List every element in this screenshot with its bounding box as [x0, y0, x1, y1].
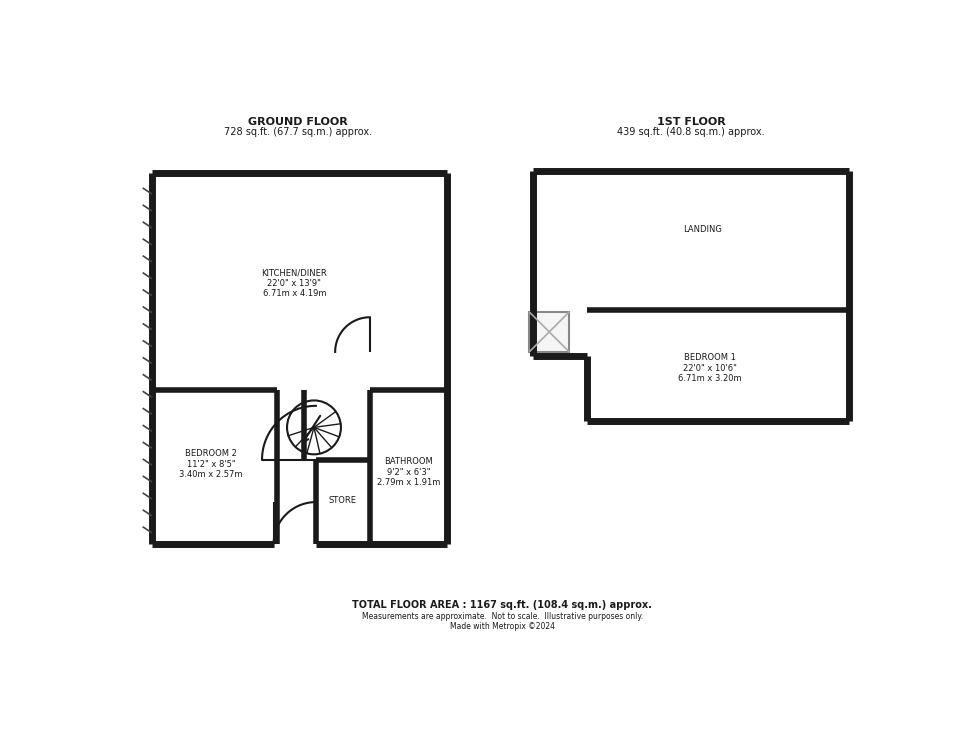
Text: Made with Metropix ©2024: Made with Metropix ©2024 — [450, 622, 555, 631]
Text: BEDROOM 1
22'0" x 10'6"
6.71m x 3.20m: BEDROOM 1 22'0" x 10'6" 6.71m x 3.20m — [678, 353, 742, 383]
Text: BATHROOM
9'2" x 6'3"
2.79m x 1.91m: BATHROOM 9'2" x 6'3" 2.79m x 1.91m — [376, 457, 440, 487]
Text: BEDROOM 2
11'2" x 8'5"
3.40m x 2.57m: BEDROOM 2 11'2" x 8'5" 3.40m x 2.57m — [179, 449, 243, 479]
Text: LANDING: LANDING — [683, 225, 722, 234]
Text: 439 sq.ft. (40.8 sq.m.) approx.: 439 sq.ft. (40.8 sq.m.) approx. — [617, 127, 764, 137]
Text: 1ST FLOOR: 1ST FLOOR — [657, 116, 725, 127]
Text: STORE: STORE — [328, 496, 356, 505]
Text: KITCHEN/DINER
22'0" x 13'9"
6.71m x 4.19m: KITCHEN/DINER 22'0" x 13'9" 6.71m x 4.19… — [262, 269, 327, 298]
Text: TOTAL FLOOR AREA : 1167 sq.ft. (108.4 sq.m.) approx.: TOTAL FLOOR AREA : 1167 sq.ft. (108.4 sq… — [353, 600, 652, 611]
Text: Measurements are approximate.  Not to scale.  Illustrative purposes only.: Measurements are approximate. Not to sca… — [362, 611, 643, 620]
Text: GROUND FLOOR: GROUND FLOOR — [248, 116, 348, 127]
Bar — [529, 312, 569, 352]
Text: 728 sq.ft. (67.7 sq.m.) approx.: 728 sq.ft. (67.7 sq.m.) approx. — [224, 127, 372, 137]
